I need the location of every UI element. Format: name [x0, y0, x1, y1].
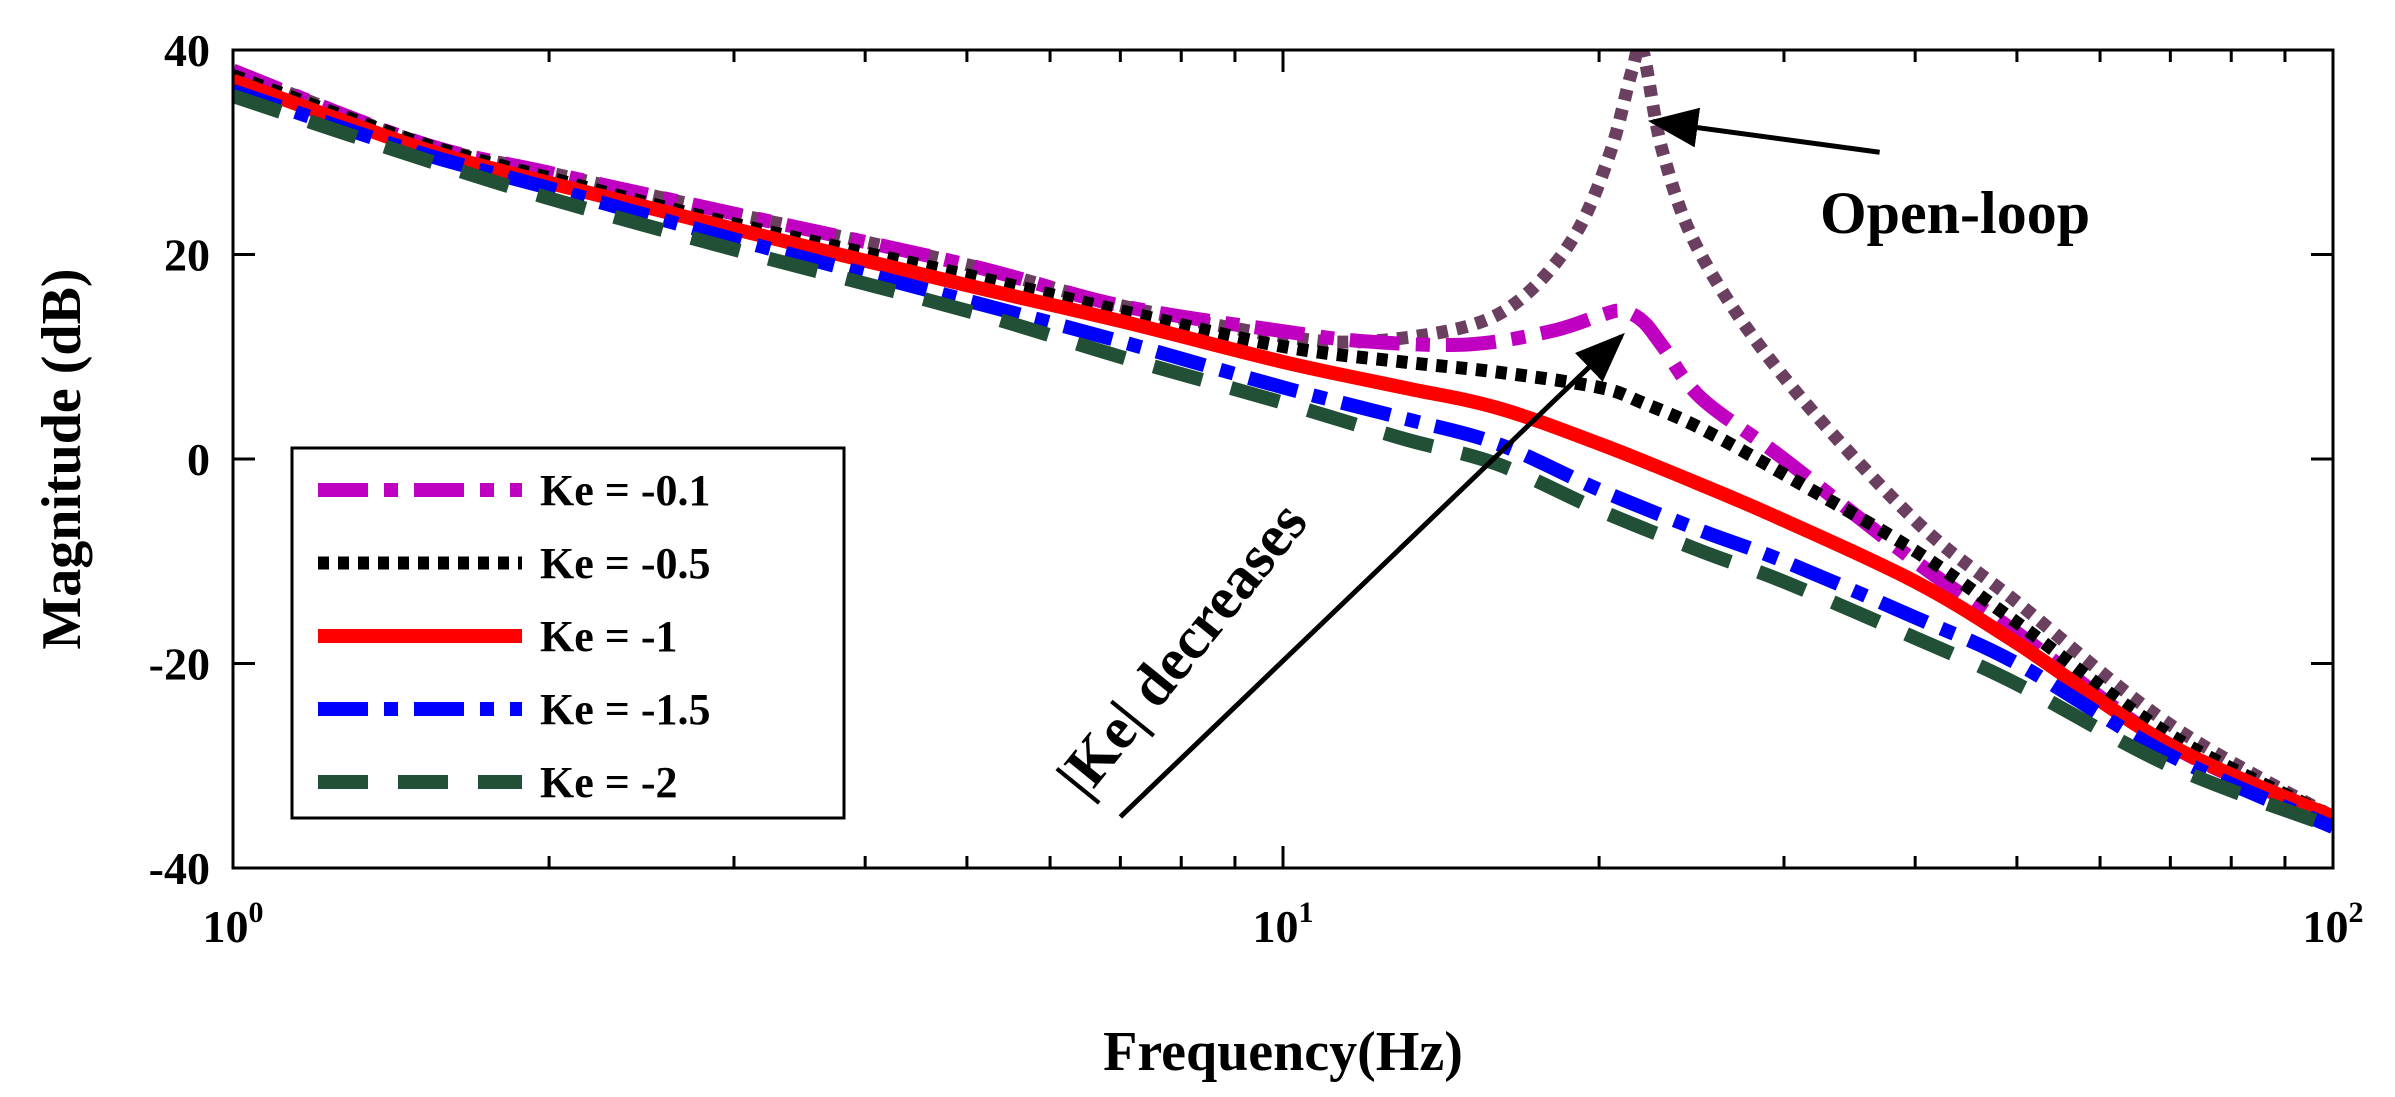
x-axis: 100 101 102 [203, 50, 2364, 952]
y-tick-label: 0 [187, 434, 210, 485]
series-line-ke-1-5 [233, 84, 2333, 834]
x-axis-title: Frequency(Hz) [1103, 1021, 1463, 1083]
x-tick-label: 102 [2303, 896, 2364, 952]
ke-decreases-arrow [1118, 332, 1625, 819]
series-line-ke-0-1 [233, 63, 2333, 824]
legend: Ke = -0.1 Ke = -0.5 Ke = -1 Ke = -1.5 Ke = -… [290, 446, 846, 820]
x-tick-label: 101 [1253, 896, 1314, 952]
legend-label-ke-0-1: Ke = -0.1 [540, 466, 710, 515]
series-line-ke-2 [233, 89, 2333, 834]
y-axis: 40 20 0 -20 -40 [149, 25, 2333, 894]
y-tick-label: 20 [164, 230, 210, 281]
legend-label-ke-1-5: Ke = -1.5 [540, 685, 710, 734]
y-tick-label: -20 [149, 639, 210, 690]
curves-layer [233, 50, 2333, 834]
legend-label-ke-1: Ke = -1 [540, 612, 677, 661]
legend-label-ke-2: Ke = -2 [540, 758, 677, 807]
y-tick-label: 40 [164, 25, 210, 76]
x-tick-label: 100 [203, 896, 264, 952]
y-tick-label: -40 [149, 843, 210, 894]
open-loop-annotation: Open-loop [1820, 180, 2090, 246]
y-axis-title: Magnitude (dB) [31, 268, 93, 649]
open-loop-arrow [1647, 107, 1880, 155]
legend-label-ke-0-5: Ke = -0.5 [540, 539, 710, 588]
